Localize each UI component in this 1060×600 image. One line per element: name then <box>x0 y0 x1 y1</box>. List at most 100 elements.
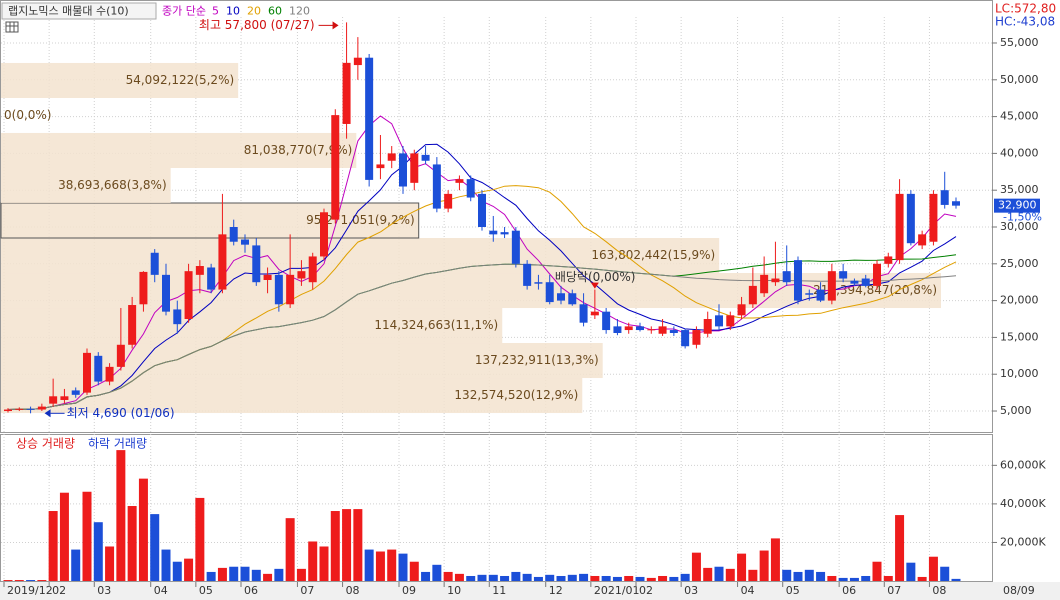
volume-bar <box>804 569 814 581</box>
candle-body <box>647 329 656 331</box>
profile-bar <box>1 167 171 203</box>
volume-bar <box>217 567 227 581</box>
volume-bar <box>466 575 476 581</box>
candle-body <box>365 57 374 180</box>
y-tick-label: 5,000 <box>1000 404 1032 417</box>
volume-bar <box>296 568 306 581</box>
volume-profile: 132,574,520(12,9%) 137,232,911(13,3%) 114,… <box>0 62 941 414</box>
x-tick-label: 02 <box>52 584 66 597</box>
x-tick-label: 2021/01 <box>594 584 640 597</box>
volume-bar <box>82 491 92 581</box>
volume-bar <box>195 497 205 581</box>
volume-bar <box>285 518 295 581</box>
candle-body <box>805 293 814 295</box>
profile-label: 81,038,770(7,9%) <box>244 143 353 157</box>
y-tick-label: 20,000 <box>1000 294 1039 307</box>
candle-body <box>263 274 272 281</box>
volume-bar <box>274 568 284 581</box>
candle-body <box>737 304 746 316</box>
ma-legend-period: 60 <box>268 5 282 18</box>
volume-bar <box>928 556 938 581</box>
candle-body <box>760 274 769 294</box>
candle-body <box>715 315 723 327</box>
candle-body <box>116 344 125 367</box>
volume-bar <box>691 552 701 581</box>
candle-body <box>376 164 385 169</box>
volume-bar <box>387 549 397 581</box>
volume-bar <box>940 566 950 581</box>
candle-body <box>286 274 295 305</box>
candle-body <box>94 355 103 382</box>
candle-body <box>771 278 780 283</box>
volume-bar <box>714 566 724 581</box>
volume-bar <box>26 580 36 581</box>
ma-legend-period: 20 <box>247 5 261 18</box>
candle-body <box>308 256 317 283</box>
candle-body <box>49 396 58 404</box>
volume-bar <box>669 576 679 581</box>
candle-body <box>71 390 80 395</box>
volume-bar <box>138 478 148 581</box>
candle-body <box>692 330 701 345</box>
candle-body <box>918 234 927 246</box>
candle-body <box>252 245 261 283</box>
dividend-arrow <box>590 282 599 289</box>
volume-bar <box>725 568 735 581</box>
volume-bar <box>240 566 250 581</box>
candle-body <box>15 408 24 410</box>
volume-bar <box>951 578 961 581</box>
low-label: 최저 4,690 (01/06) <box>67 406 175 420</box>
candle-body <box>929 193 938 242</box>
candle-body <box>421 154 430 161</box>
volume-bar <box>14 580 24 581</box>
candle-body <box>297 271 306 279</box>
candle-body <box>579 304 588 323</box>
volume-bars <box>3 450 961 581</box>
candle-body <box>466 179 475 198</box>
volume-bar <box>477 574 487 581</box>
volume-bar <box>759 550 769 581</box>
x-tick-label: 11 <box>492 584 506 597</box>
volume-bar <box>601 575 611 581</box>
x-tick-label: 05 <box>786 584 800 597</box>
candle-body <box>940 190 949 205</box>
volume-bar <box>330 511 340 581</box>
volume-bar <box>872 561 882 581</box>
x-tick-label: 04 <box>154 584 168 597</box>
candle-body <box>229 227 238 242</box>
volume-bar <box>161 549 171 581</box>
candle-body <box>568 293 577 305</box>
candle-body <box>523 263 532 286</box>
candle-body <box>703 319 712 334</box>
volume-bar <box>229 566 239 581</box>
volume-bar <box>375 551 385 581</box>
candle-body <box>173 309 182 325</box>
volume-bar <box>93 522 103 581</box>
candle-body <box>545 282 554 303</box>
candle-body <box>500 232 509 235</box>
end-date-label: 08/09 <box>1003 584 1035 597</box>
candle-body <box>952 201 960 206</box>
volume-bar <box>421 571 431 581</box>
axes: 5,000 10,000 15,000 20,000 25,000 30,000 35,00… <box>3 36 1046 597</box>
candle-body <box>895 193 904 261</box>
volume-bar <box>37 580 47 581</box>
volume-bar <box>364 549 374 581</box>
volume-bar <box>680 573 690 581</box>
volume-bar <box>48 511 58 581</box>
volume-bar <box>184 558 194 581</box>
volume-bar <box>827 575 837 581</box>
volume-bar <box>206 571 216 581</box>
volume-legend-up: 상승 거래량 <box>16 437 75 451</box>
volume-bar <box>59 492 69 581</box>
candle-body <box>590 311 599 316</box>
candle-body <box>444 193 453 209</box>
hc-indicator: HC:-43,08 <box>995 15 1055 29</box>
dividend-label: 배당락(0,00%) <box>555 270 636 284</box>
profile-bar <box>0 202 420 239</box>
candle-body <box>557 293 565 301</box>
profile-label: 163,802,442(15,9%) <box>591 248 715 262</box>
volume-bar <box>646 577 656 581</box>
candle-body <box>861 278 870 286</box>
